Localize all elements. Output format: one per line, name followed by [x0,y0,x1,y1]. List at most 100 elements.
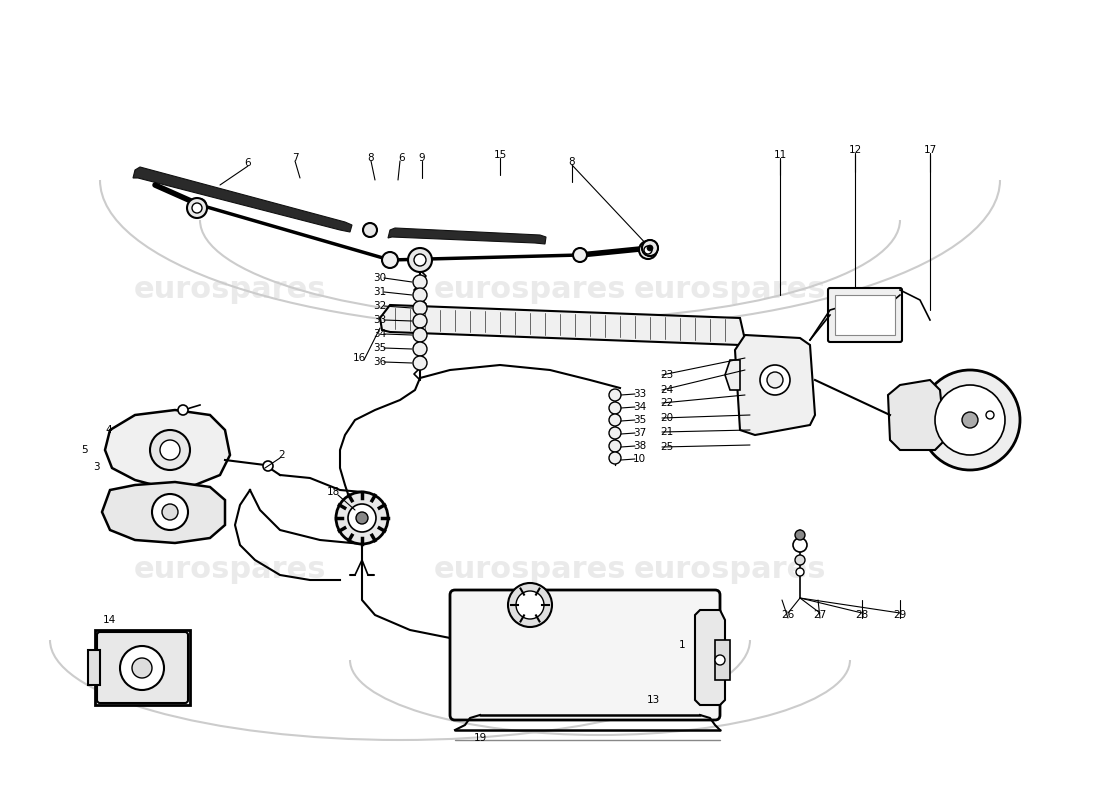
Circle shape [639,241,657,259]
Text: 22: 22 [660,398,673,408]
Circle shape [160,440,180,460]
Circle shape [516,591,544,619]
Text: 34: 34 [632,402,647,412]
Circle shape [609,389,622,401]
Text: 25: 25 [660,442,673,452]
Circle shape [644,246,652,254]
Polygon shape [735,335,815,435]
Circle shape [152,494,188,530]
Text: eurospares: eurospares [634,555,826,585]
Text: 38: 38 [632,441,647,451]
Circle shape [178,405,188,415]
Text: 8: 8 [569,157,575,167]
Circle shape [793,538,807,552]
Circle shape [412,288,427,302]
Circle shape [162,504,178,520]
Text: 6: 6 [244,158,251,168]
FancyBboxPatch shape [97,632,188,703]
Text: 32: 32 [373,301,386,311]
Circle shape [962,412,978,428]
Text: 33: 33 [373,315,386,325]
Circle shape [356,512,369,524]
Circle shape [336,492,388,544]
Text: 27: 27 [813,610,826,620]
Text: 10: 10 [632,454,646,464]
Text: 30: 30 [373,273,386,283]
Text: 12: 12 [848,145,861,155]
Circle shape [412,301,427,315]
Circle shape [795,530,805,540]
Circle shape [609,402,622,414]
Circle shape [795,555,805,565]
Circle shape [412,342,427,356]
Text: 33: 33 [632,389,647,399]
Text: 3: 3 [94,462,100,472]
Polygon shape [102,482,226,543]
Circle shape [508,583,552,627]
Circle shape [642,240,658,256]
Circle shape [192,203,202,213]
Polygon shape [695,610,725,705]
Circle shape [132,658,152,678]
Circle shape [760,365,790,395]
Polygon shape [725,360,740,390]
Text: 16: 16 [353,353,366,363]
Text: 5: 5 [81,445,88,455]
Circle shape [573,248,587,262]
Text: 11: 11 [773,150,786,160]
Circle shape [412,275,427,289]
Text: 23: 23 [660,370,673,380]
Circle shape [920,370,1020,470]
Text: eurospares: eurospares [634,275,826,305]
Polygon shape [104,410,230,488]
FancyBboxPatch shape [450,590,720,720]
Circle shape [412,328,427,342]
Circle shape [715,655,725,665]
Text: 13: 13 [647,695,660,705]
Circle shape [609,414,622,426]
Polygon shape [379,305,745,345]
Circle shape [609,452,622,464]
Text: 19: 19 [473,733,486,743]
Circle shape [120,646,164,690]
Circle shape [187,198,207,218]
Circle shape [609,440,622,452]
Text: eurospares: eurospares [134,555,327,585]
Text: 4: 4 [104,425,111,435]
Circle shape [986,411,994,419]
Circle shape [935,385,1005,455]
Text: 26: 26 [781,610,794,620]
Bar [88,650,100,685]
Text: 24: 24 [660,385,673,395]
Circle shape [150,430,190,470]
Text: 1: 1 [679,640,685,650]
Text: 35: 35 [632,415,647,425]
Circle shape [647,245,653,251]
Circle shape [796,568,804,576]
Circle shape [412,314,427,328]
Text: 28: 28 [856,610,869,620]
Text: 20: 20 [660,413,673,423]
Text: 14: 14 [102,615,116,625]
Text: 36: 36 [373,357,386,367]
Text: 6: 6 [398,153,405,163]
Polygon shape [133,167,352,232]
Circle shape [194,199,206,211]
Text: 18: 18 [327,487,340,497]
Text: 21: 21 [660,427,673,437]
Circle shape [642,240,658,256]
Circle shape [363,223,377,237]
Circle shape [609,427,622,439]
Text: 7: 7 [292,153,298,163]
FancyBboxPatch shape [828,288,902,342]
Text: 35: 35 [373,343,386,353]
Circle shape [263,461,273,471]
Bar [715,640,730,680]
Circle shape [645,243,654,253]
Circle shape [348,504,376,532]
Text: eurospares: eurospares [433,555,626,585]
Circle shape [382,252,398,268]
Text: eurospares: eurospares [433,275,626,305]
Circle shape [408,248,432,272]
Circle shape [767,372,783,388]
